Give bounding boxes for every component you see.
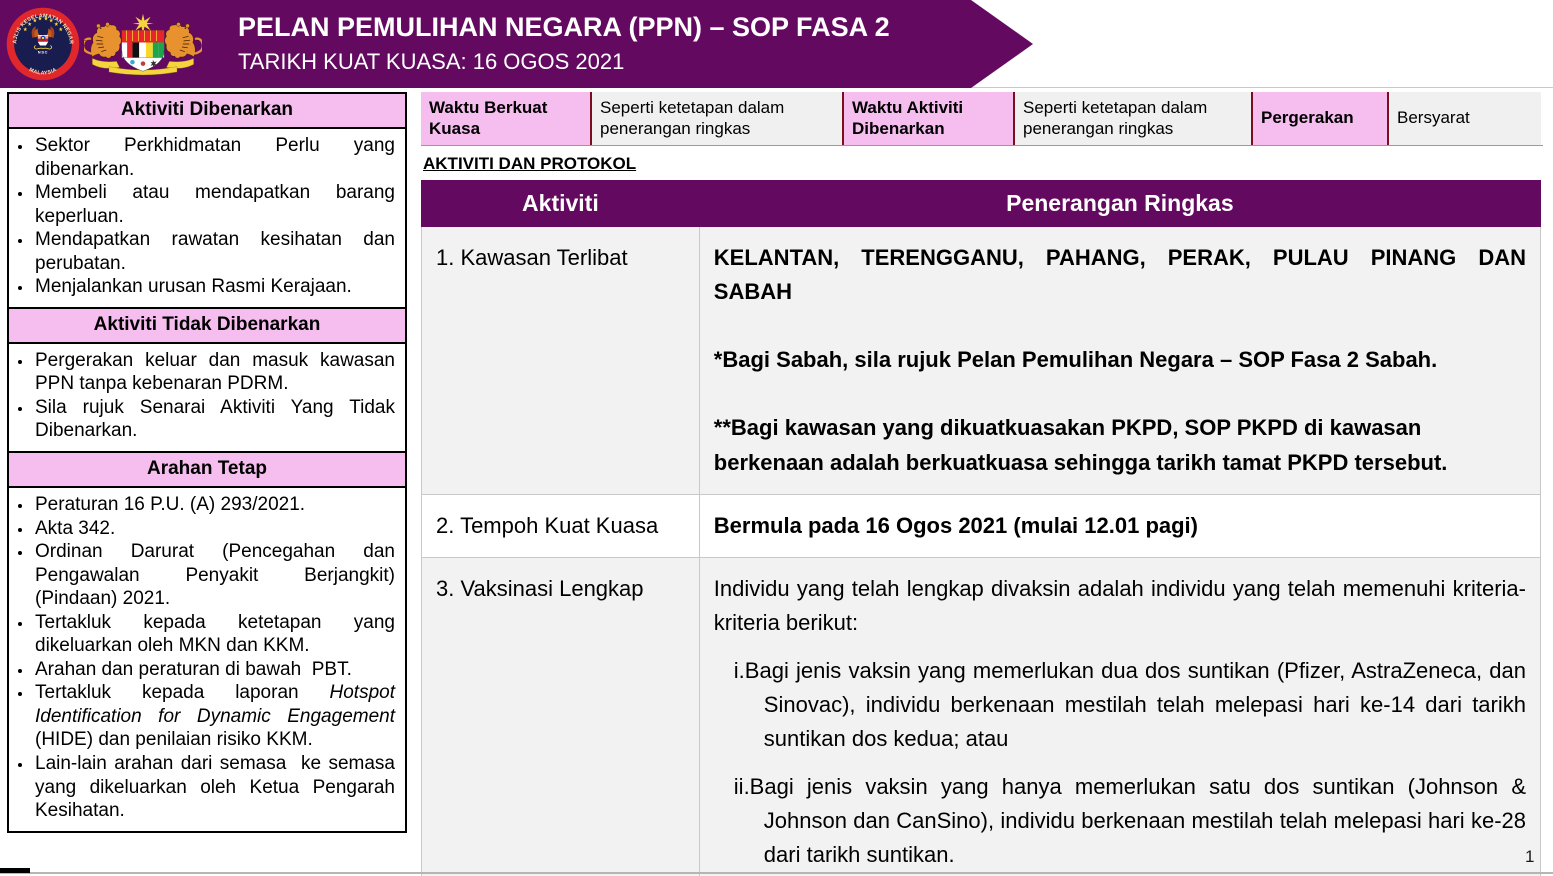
svg-text:NSC: NSC xyxy=(38,50,48,55)
